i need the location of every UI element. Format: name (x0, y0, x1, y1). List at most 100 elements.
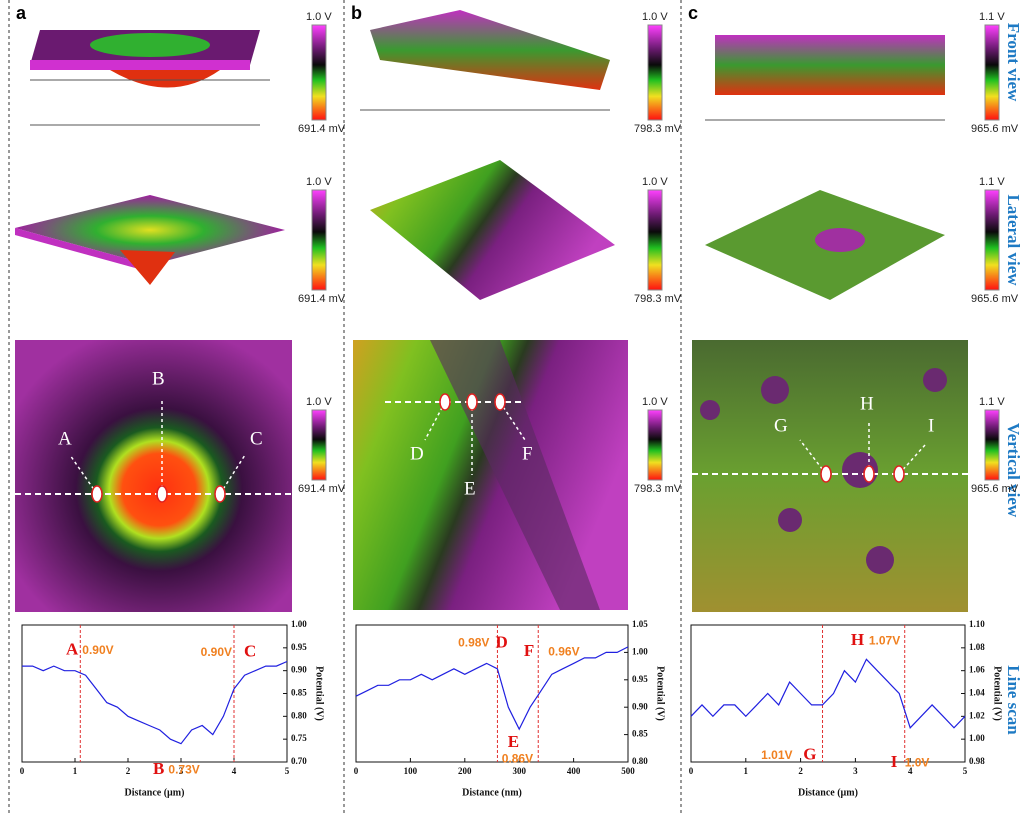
colorbar (312, 25, 326, 120)
x-tick-label: 2 (126, 766, 131, 776)
point-label: I (928, 415, 934, 436)
colorbar (648, 25, 662, 120)
colorbar-max: 1.0 V (642, 176, 668, 188)
y-axis-label: Potential (V) (314, 666, 325, 721)
y-tick-label: 0.90 (632, 701, 648, 711)
row-label: Front view (1004, 23, 1023, 102)
x-axis-label: Distance (µm) (798, 787, 858, 798)
colorbar-max: 1.0 V (642, 11, 668, 23)
row-label: Line scan (1004, 665, 1023, 735)
x-tick-label: 1 (744, 766, 749, 776)
y-tick-label: 0.85 (632, 729, 648, 739)
point-label: D (410, 443, 424, 464)
lateral-surface (705, 190, 945, 300)
y-tick-label: 1.08 (969, 642, 985, 652)
annotation-letter: D (495, 632, 507, 651)
colorbar-min: 965.6 mV (971, 293, 1019, 305)
data-line (356, 647, 628, 729)
colorbar-min: 691.4 mV (298, 483, 346, 495)
x-tick-label: 100 (404, 766, 418, 776)
x-axis-label: Distance (µm) (125, 787, 185, 798)
annotation-value: 0.98V (458, 636, 489, 650)
y-tick-label: 1.02 (969, 710, 985, 720)
colorbar (312, 190, 326, 290)
panel-letter: b (351, 3, 362, 23)
figure: a b c Front view Lateral view Vertical v… (0, 0, 1025, 814)
front-surface (30, 30, 270, 125)
x-tick-label: 1 (73, 766, 78, 776)
colorbar (312, 410, 326, 480)
y-tick-label: 0.80 (291, 710, 307, 720)
y-tick-label: 1.00 (969, 733, 985, 743)
annotation-value: 0.96V (548, 644, 579, 658)
annotation-letter: B (153, 759, 164, 778)
x-tick-label: 5 (285, 766, 290, 776)
annotation-value: 1.0V (905, 755, 930, 769)
x-tick-label: 400 (567, 766, 581, 776)
x-tick-label: 0 (20, 766, 25, 776)
point-label: A (58, 428, 72, 449)
x-tick-label: 200 (458, 766, 472, 776)
colorbar (985, 25, 999, 120)
y-tick-label: 0.98 (969, 756, 985, 766)
y-tick-label: 0.95 (632, 674, 648, 684)
annotation-value: 0.73V (168, 762, 199, 776)
data-line (22, 662, 287, 744)
plot-frame (691, 625, 965, 762)
y-tick-label: 0.75 (291, 733, 307, 743)
data-line (691, 659, 965, 728)
colorbar (648, 410, 662, 480)
row-label: Vertical view (1004, 423, 1023, 518)
y-tick-label: 0.90 (291, 665, 307, 675)
colorbar-max: 1.0 V (306, 176, 332, 188)
annotation-letter: G (803, 745, 816, 764)
y-tick-label: 0.95 (291, 642, 307, 652)
colorbar-max: 1.0 V (306, 396, 332, 408)
point-label: B (152, 368, 165, 389)
x-tick-label: 4 (232, 766, 237, 776)
x-tick-label: 0 (689, 766, 694, 776)
colorbar (985, 410, 999, 480)
y-tick-label: 0.70 (291, 756, 307, 766)
annotation-letter: E (508, 732, 519, 751)
y-tick-label: 0.85 (291, 688, 307, 698)
annotation-value: 1.07V (869, 633, 900, 647)
colorbar-min: 798.3 mV (634, 483, 682, 495)
front-surface (360, 10, 610, 110)
panel-letter: c (688, 3, 698, 23)
y-tick-label: 1.00 (291, 619, 307, 629)
lateral-surface (15, 195, 285, 285)
panel-letter: a (16, 3, 27, 23)
annotation-value: 0.90V (82, 643, 113, 657)
point-label: H (860, 393, 874, 414)
point-label: C (250, 428, 263, 449)
front-surface (705, 35, 945, 120)
colorbar (985, 190, 999, 290)
x-tick-label: 500 (621, 766, 635, 776)
colorbar-max: 1.0 V (642, 396, 668, 408)
annotation-value: 0.86V (502, 751, 533, 765)
x-tick-label: 0 (354, 766, 359, 776)
y-tick-label: 1.10 (969, 619, 985, 629)
colorbar-min: 691.4 mV (298, 293, 346, 305)
annotation-letter: I (891, 752, 898, 771)
row-label: Lateral view (1004, 194, 1023, 286)
lateral-surface (370, 160, 615, 300)
colorbar-max: 1.0 V (306, 11, 332, 23)
x-tick-label: 2 (798, 766, 803, 776)
colorbar-max: 1.1 V (979, 176, 1005, 188)
colorbar-min: 798.3 mV (634, 123, 682, 135)
y-tick-label: 1.06 (969, 665, 985, 675)
y-tick-label: 0.80 (632, 756, 648, 766)
y-tick-label: 1.04 (969, 688, 985, 698)
annotation-value: 0.90V (201, 645, 232, 659)
annotation-value: 1.01V (761, 748, 792, 762)
y-axis-label: Potential (V) (655, 666, 666, 721)
colorbar (648, 190, 662, 290)
plot-frame (356, 625, 628, 762)
x-axis-label: Distance (nm) (462, 787, 522, 798)
colorbar-max: 1.1 V (979, 11, 1005, 23)
y-tick-label: 1.05 (632, 619, 648, 629)
x-tick-label: 300 (512, 766, 526, 776)
